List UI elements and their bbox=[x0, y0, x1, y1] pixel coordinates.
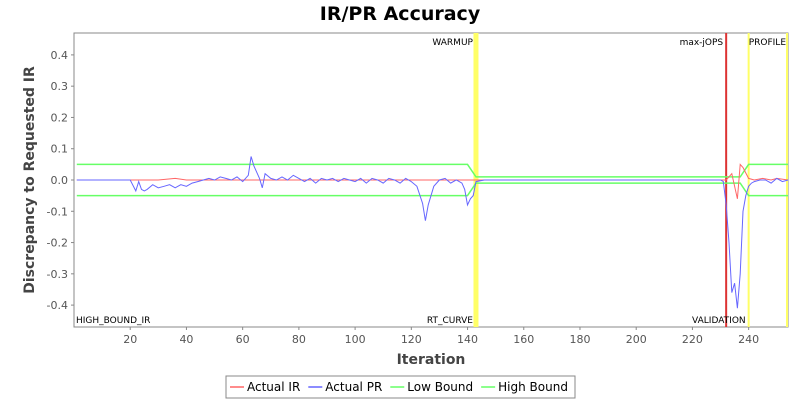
x-tick-label: 20 bbox=[123, 333, 137, 346]
legend: Actual IR Actual PR Low Bound High Bound bbox=[225, 375, 576, 399]
phase-label-rt-curve: RT_CURVE bbox=[427, 316, 473, 326]
y-tick-label: 0.1 bbox=[51, 143, 69, 156]
x-tick-label: 140 bbox=[457, 333, 478, 346]
y-tick-label: -0.2 bbox=[47, 237, 68, 250]
x-tick-label: 40 bbox=[179, 333, 193, 346]
x-tick-label: 60 bbox=[236, 333, 250, 346]
phase-label-profile: PROFILE bbox=[749, 38, 787, 48]
x-tick-label: 80 bbox=[292, 333, 306, 346]
y-tick-label: 0.3 bbox=[51, 80, 69, 93]
phase-label-high-bound-ir: HIGH_BOUND_IR bbox=[76, 316, 150, 326]
y-tick-label: 0.4 bbox=[51, 49, 69, 62]
series-line-high-bound bbox=[76, 163, 788, 178]
legend-label-actual-pr: Actual PR bbox=[325, 380, 382, 394]
y-tick-label: -0.4 bbox=[47, 299, 68, 312]
x-tick-label: 180 bbox=[569, 333, 590, 346]
y-axis-label: Discrepancy to Requested IR bbox=[22, 66, 38, 294]
y-tick-label: -0.1 bbox=[47, 205, 68, 218]
series-line-low-bound bbox=[76, 182, 788, 197]
x-tick-label: 240 bbox=[738, 333, 759, 346]
phase-label-warmup: WARMUP bbox=[432, 38, 473, 48]
x-axis-label: Iteration bbox=[397, 352, 466, 368]
chart-title: IR/PR Accuracy bbox=[320, 3, 481, 25]
series-line-actual-pr bbox=[76, 156, 789, 309]
phase-markers: HIGH_BOUND_IR WARMUP RT_CURVE max-jOPS VALID… bbox=[76, 38, 786, 326]
x-tick-label: 100 bbox=[345, 333, 366, 346]
y-tick-label: -0.3 bbox=[47, 268, 68, 281]
phase-label-max-jops: max-jOPS bbox=[680, 38, 724, 48]
x-tick-label: 220 bbox=[682, 333, 703, 346]
phase-label-validation: VALIDATION bbox=[692, 316, 746, 326]
series-lines bbox=[76, 156, 789, 309]
legend-label-high-bound: High Bound bbox=[498, 380, 568, 394]
x-tick-label: 120 bbox=[401, 333, 422, 346]
x-tick-label: 200 bbox=[626, 333, 647, 346]
y-tick-label: 0.0 bbox=[51, 174, 69, 187]
legend-label-actual-ir: Actual IR bbox=[247, 380, 300, 394]
x-tick-label: 160 bbox=[513, 333, 534, 346]
axes: 20 40 60 80 100 120 140 160 180 200 220 240 -0.4 -0.3… bbox=[47, 49, 760, 346]
legend-label-low-bound: Low Bound bbox=[407, 380, 473, 394]
y-tick-label: 0.2 bbox=[51, 111, 69, 124]
